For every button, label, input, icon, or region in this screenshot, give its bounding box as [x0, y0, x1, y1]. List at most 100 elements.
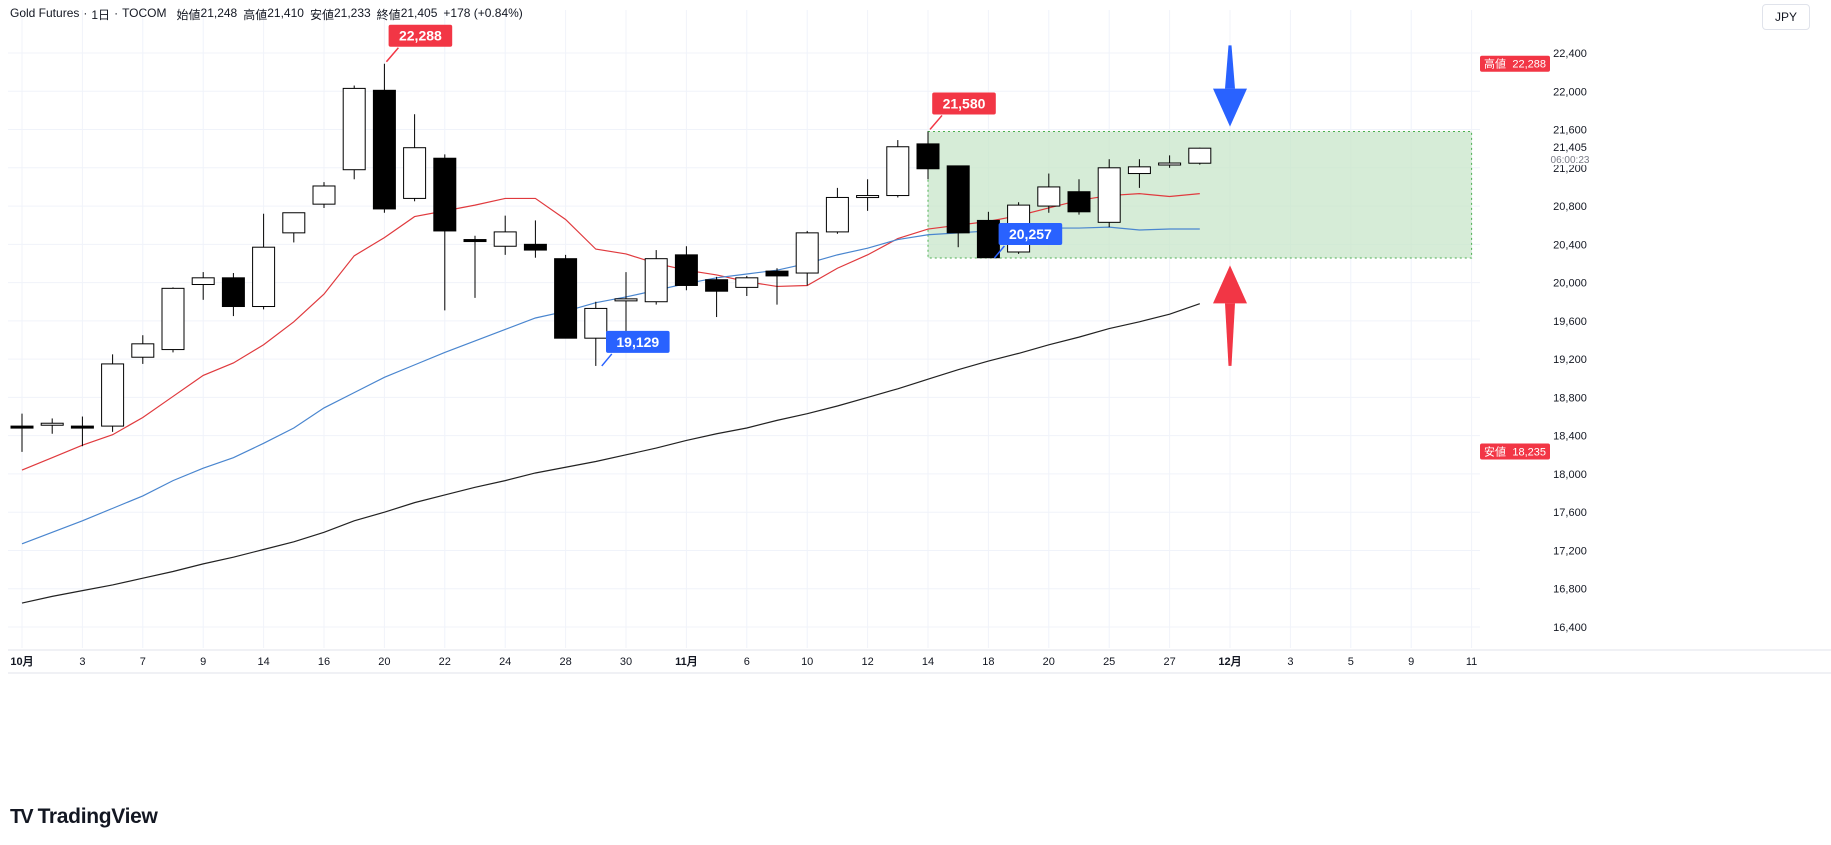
time-axis[interactable]: 10月 3 7 9 14 16 20 22 24 28 30 11月 6 10 12 14 18 20 25 27 12…	[10, 655, 1477, 668]
time-tick-label: 10	[801, 656, 813, 668]
candle-body	[191, 277, 215, 286]
price-tick-label: 16,400	[1553, 622, 1587, 634]
candle	[433, 154, 457, 311]
high-callout: 22,288	[385, 24, 453, 63]
price-tick-label: 17,200	[1553, 545, 1587, 557]
time-tick-label: 3	[1287, 656, 1293, 668]
candle	[554, 254, 578, 339]
candle-body	[584, 307, 608, 339]
moving-average-line	[21, 226, 1200, 545]
time-tick-label: 11	[1466, 656, 1477, 668]
price-badge-value: 18,235	[1512, 446, 1546, 458]
candle	[40, 418, 64, 434]
exchange: TOCOM	[122, 6, 167, 20]
time-tick-label: 30	[620, 656, 632, 668]
candle	[221, 273, 245, 317]
candle-body	[674, 254, 698, 286]
time-tick-label: 12月	[1218, 655, 1241, 668]
time-tick-label: 27	[1163, 656, 1175, 668]
time-tick-label: 14	[257, 656, 269, 668]
time-tick-label: 3	[79, 656, 85, 668]
time-tick-label: 24	[499, 656, 511, 668]
candle-body	[221, 277, 245, 308]
currency-button[interactable]: JPY	[1762, 4, 1810, 30]
candle	[916, 131, 940, 180]
high-callout-box	[388, 24, 453, 47]
candle	[131, 335, 155, 364]
candle-body	[252, 246, 276, 308]
time-tick-label: 9	[200, 656, 206, 668]
price-badge: 高値 22,288	[1480, 55, 1550, 72]
separator: ·	[114, 6, 119, 20]
candle-body	[1067, 191, 1091, 213]
arrow-shaft	[1225, 45, 1235, 89]
high-callout-tail	[929, 114, 943, 130]
candle	[191, 272, 215, 300]
candle	[10, 413, 34, 452]
candle-body	[614, 298, 638, 302]
arrow-down-icon	[1213, 45, 1247, 127]
high-callout-text: 21,580	[943, 95, 986, 111]
candle-body	[705, 279, 729, 292]
candle	[946, 165, 970, 248]
candle	[735, 275, 759, 296]
candle-body	[856, 195, 880, 199]
price-badge-label: 高値	[1484, 57, 1506, 71]
arrow-head	[1213, 265, 1247, 304]
price-tick-label: 19,600	[1553, 316, 1587, 328]
symbol-name[interactable]: Gold Futures	[10, 6, 80, 20]
candle	[282, 212, 306, 243]
candle	[403, 114, 427, 202]
price-tick-label: 20,400	[1553, 239, 1587, 251]
candle	[1067, 179, 1091, 215]
chart-grid	[8, 10, 1831, 674]
price-badge-label: 安値	[1484, 444, 1506, 458]
close-label: 終値	[376, 8, 401, 22]
candle-body	[40, 422, 64, 426]
price-tick-label: 22,400	[1553, 48, 1587, 60]
candle-body	[1097, 167, 1121, 223]
candle-body	[70, 425, 94, 429]
tradingview-wordmark: TradingView	[37, 805, 158, 828]
time-tick-label: 9	[1408, 656, 1414, 668]
symbol-header: Gold Futures · 1日 · TOCOM 始値 21,248 高値 2…	[10, 6, 523, 23]
candle	[795, 230, 819, 286]
candle	[161, 287, 185, 353]
candle	[312, 182, 336, 208]
candle-body	[1188, 147, 1212, 164]
candle	[765, 268, 789, 305]
high-callout-text: 22,288	[399, 28, 442, 44]
candle	[1037, 173, 1061, 213]
candle	[463, 235, 487, 298]
ohlc-values: 始値 21,248 高値 21,410 安値 21,233 終値 21,405 …	[177, 6, 523, 23]
candle	[372, 63, 396, 213]
candle-body	[644, 258, 668, 303]
arrow-head	[1213, 88, 1247, 127]
open-label: 始値	[176, 8, 201, 22]
close-value: 21,405	[400, 6, 438, 20]
time-tick-label: 5	[1348, 656, 1354, 668]
price-axis[interactable]: 16,400 16,800 17,200 17,600 18,000 18,400 18,8…	[1480, 48, 1604, 634]
candle-body	[433, 157, 457, 232]
candle-body	[463, 239, 487, 243]
candle-body	[312, 185, 336, 205]
moving-average-line	[21, 303, 1200, 604]
candle	[1158, 155, 1182, 168]
candle	[825, 187, 849, 234]
candle-body	[1127, 166, 1151, 175]
low-callout-tail	[601, 353, 613, 367]
candle-body	[886, 146, 910, 197]
candle	[674, 246, 698, 291]
time-tick-label: 6	[744, 656, 750, 668]
low-callout: 19,129	[601, 330, 670, 367]
annotations: 22,288 21,580 19,129 20,257	[385, 24, 1247, 367]
candle-body	[554, 258, 578, 339]
candle-body	[282, 212, 306, 234]
candle	[1188, 147, 1212, 165]
interval[interactable]: 1日	[91, 8, 111, 22]
price-tick-label: 20,000	[1553, 278, 1587, 290]
price-badge-box	[1480, 443, 1550, 460]
time-tick-label: 20	[378, 656, 390, 668]
tradingview-logo[interactable]: TV TradingView	[10, 805, 158, 829]
